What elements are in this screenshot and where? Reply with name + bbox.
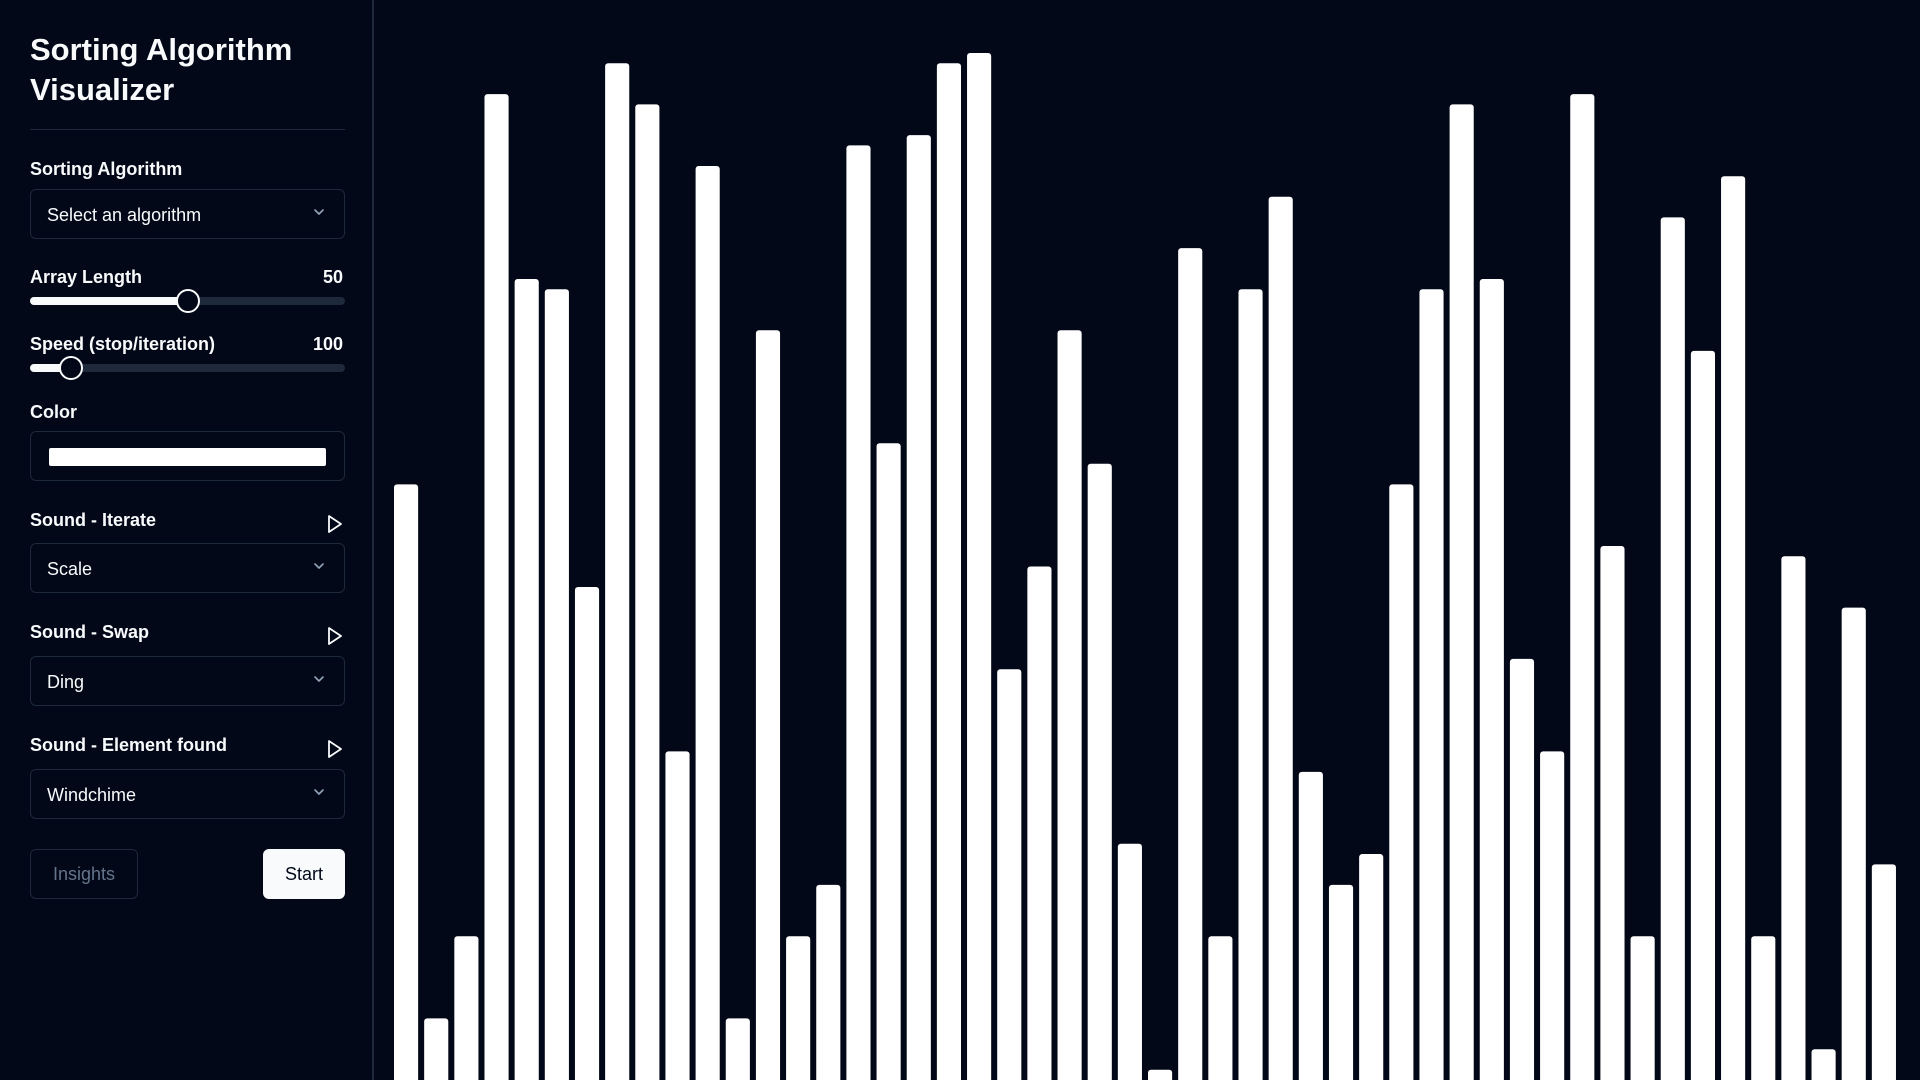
array-length-slider[interactable] (30, 287, 345, 315)
bar-9 (665, 751, 690, 1080)
slider-fill (30, 364, 71, 372)
bar-28 (1238, 289, 1263, 1080)
bar-chart-canvas (394, 53, 1896, 1080)
algorithm-label: Sorting Algorithm (30, 159, 183, 179)
bar-27 (1208, 936, 1233, 1080)
bar-44 (1721, 176, 1746, 1080)
bar-7 (605, 63, 630, 1080)
speed-value: 100 (312, 334, 343, 354)
bar-22 (1057, 330, 1082, 1080)
play-icon[interactable] (326, 514, 344, 534)
bar-24 (1117, 843, 1142, 1080)
bar-49 (1871, 864, 1896, 1080)
sound-found-label: Sound - Element found (30, 735, 227, 755)
array-length-value: 50 (322, 267, 343, 287)
bar-25 (1148, 1069, 1173, 1080)
sound-iterate-value: Scale (47, 559, 93, 579)
bar-18 (936, 63, 962, 1080)
bar-21 (1027, 566, 1052, 1080)
bar-42 (1660, 217, 1685, 1080)
insights-button[interactable]: Insights (30, 849, 138, 899)
algorithm-select-value: Select an algorithm (47, 205, 202, 225)
bar-0 (394, 484, 419, 1080)
sound-found-value: Windchime (47, 785, 137, 805)
page-title: Sorting Algorithm Visualizer (30, 32, 293, 107)
slider-track (30, 364, 345, 372)
bar-36 (1479, 278, 1504, 1080)
algorithm-select[interactable]: Select an algorithm (30, 189, 345, 239)
speed-label: Speed (stop/iteration) (30, 334, 216, 354)
bar-11 (725, 1018, 750, 1080)
sound-found-select[interactable]: Windchime (30, 769, 345, 819)
sound-swap-value: Ding (47, 672, 85, 692)
sound-swap-label: Sound - Swap (30, 622, 149, 642)
bar-2 (454, 936, 479, 1080)
bar-13 (786, 936, 811, 1080)
array-length-label: Array Length (30, 267, 143, 287)
chevron-down-icon (314, 676, 324, 682)
bar-33 (1389, 484, 1414, 1080)
bar-1 (424, 1018, 449, 1080)
bar-17 (906, 135, 931, 1080)
bar-12 (755, 330, 781, 1080)
play-icon[interactable] (326, 739, 344, 759)
sound-iterate-select[interactable]: Scale (30, 543, 345, 593)
bar-14 (816, 884, 841, 1080)
slider-thumb[interactable] (175, 289, 200, 313)
bar-23 (1087, 463, 1112, 1080)
bar-chart (376, 0, 1920, 1080)
divider (30, 129, 345, 130)
bar-3 (484, 94, 509, 1080)
bar-26 (1178, 248, 1203, 1080)
bar-46 (1781, 556, 1806, 1080)
bar-34 (1419, 289, 1444, 1080)
chevron-down-icon (314, 789, 324, 795)
bar-20 (997, 669, 1022, 1080)
bar-6 (574, 587, 600, 1080)
sound-swap-select[interactable]: Ding (30, 656, 345, 706)
bar-48 (1841, 607, 1866, 1080)
bar-41 (1630, 936, 1655, 1080)
bar-16 (876, 443, 901, 1080)
bar-31 (1328, 884, 1354, 1080)
bar-5 (544, 289, 569, 1080)
bar-8 (635, 104, 660, 1080)
sidebar: Sorting Algorithm Visualizer Sorting Alg… (0, 0, 374, 1080)
color-picker[interactable] (30, 431, 345, 481)
bar-38 (1540, 751, 1565, 1080)
speed-slider[interactable] (30, 354, 345, 382)
bar-39 (1570, 94, 1595, 1080)
bar-35 (1449, 104, 1474, 1080)
bar-32 (1359, 854, 1384, 1080)
play-icon[interactable] (326, 626, 344, 646)
start-button[interactable]: Start (263, 849, 345, 899)
color-swatch (49, 448, 326, 466)
bar-4 (514, 278, 539, 1080)
bar-29 (1268, 196, 1293, 1080)
bar-40 (1600, 545, 1625, 1080)
sound-iterate-label: Sound - Iterate (30, 510, 157, 530)
bar-45 (1751, 936, 1776, 1080)
bar-30 (1298, 771, 1323, 1080)
bar-15 (846, 145, 871, 1080)
slider-fill (30, 297, 188, 305)
bar-10 (695, 165, 720, 1080)
bar-37 (1509, 658, 1535, 1080)
slider-thumb[interactable] (58, 356, 83, 380)
chevron-down-icon (314, 209, 324, 215)
bar-19 (967, 53, 992, 1080)
chevron-down-icon (314, 563, 324, 569)
color-label: Color (30, 402, 77, 422)
bar-47 (1811, 1049, 1836, 1080)
bar-43 (1690, 350, 1716, 1080)
